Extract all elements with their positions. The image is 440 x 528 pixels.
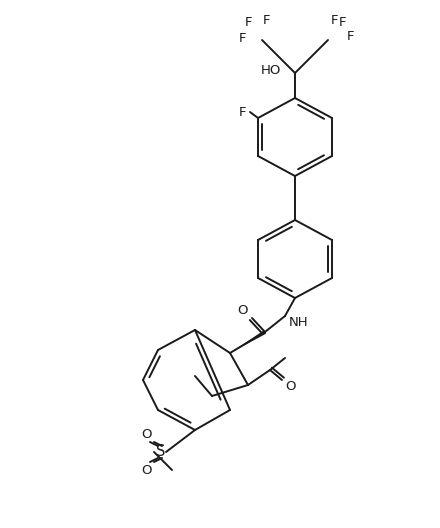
Text: F: F — [238, 32, 246, 44]
Text: F: F — [244, 15, 252, 29]
Text: O: O — [142, 464, 152, 476]
Polygon shape — [230, 331, 266, 353]
Text: NH: NH — [289, 316, 308, 329]
Text: O: O — [142, 428, 152, 440]
Text: F: F — [330, 14, 338, 26]
Text: F: F — [346, 30, 354, 42]
Text: O: O — [285, 380, 295, 392]
Text: S: S — [156, 445, 166, 459]
Text: HO: HO — [260, 64, 281, 78]
Text: O: O — [238, 304, 248, 316]
Text: F: F — [338, 15, 346, 29]
Text: F: F — [238, 106, 246, 118]
Text: F: F — [262, 14, 270, 26]
